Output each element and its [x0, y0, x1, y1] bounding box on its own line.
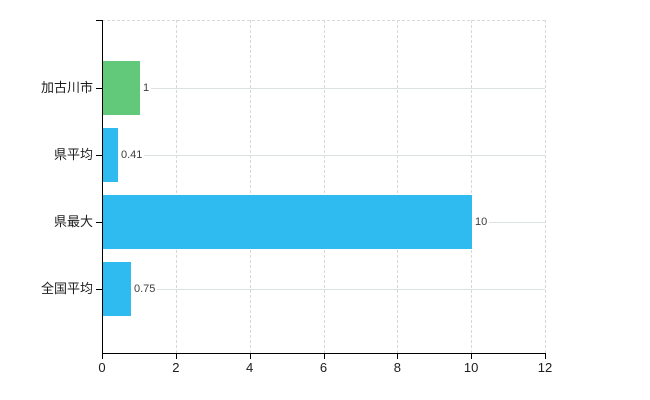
vertical-gridline-6 — [323, 20, 325, 353]
category-label-1: 県平均 — [53, 147, 93, 162]
x-axis-tick-0 — [102, 353, 103, 359]
category-label-0: 加古川市 — [40, 80, 93, 95]
category-gridline-3 — [103, 289, 545, 290]
vertical-gridline-2 — [175, 20, 177, 353]
x-axis-tick-label-2: 2 — [172, 360, 180, 375]
x-axis-tick-label-12: 12 — [537, 360, 553, 375]
bar-1 — [103, 128, 118, 182]
x-axis-tick-12 — [545, 353, 546, 359]
x-axis-tick-4 — [249, 353, 251, 359]
vertical-gridline-4 — [249, 20, 251, 353]
y-axis-tick-0 — [96, 88, 102, 89]
bar-3 — [103, 262, 131, 316]
y-axis-tick-2 — [96, 222, 102, 223]
bar-2 — [103, 195, 472, 249]
category-gridline-0 — [103, 88, 545, 89]
category-label-2: 県最大 — [53, 214, 93, 229]
x-axis-tick-6 — [323, 353, 325, 359]
x-axis-tick-label-6: 6 — [319, 360, 328, 375]
bar-0 — [103, 61, 140, 115]
x-axis-tick-2 — [175, 353, 177, 359]
x-axis-tick-label-0: 0 — [98, 360, 106, 375]
category-gridline-1 — [103, 155, 545, 156]
y-axis-line — [102, 20, 103, 354]
bar-value-label-2: 10 — [472, 215, 490, 229]
y-axis-top-tick — [96, 20, 102, 21]
x-axis-tick-label-4: 4 — [246, 360, 254, 375]
bar-value-label-0: 1 — [140, 81, 152, 95]
category-label-3: 全国平均 — [40, 281, 93, 296]
y-axis-tick-3 — [96, 289, 102, 290]
vertical-gridline-8 — [397, 20, 399, 353]
x-axis-line — [102, 353, 546, 354]
vertical-gridline-12 — [545, 20, 546, 353]
y-axis-tick-1 — [96, 155, 102, 156]
vertical-gridline-10 — [471, 20, 473, 353]
bar-value-label-3: 0.75 — [131, 282, 158, 296]
x-axis-tick-label-10: 10 — [463, 360, 479, 375]
x-axis-tick-10 — [471, 353, 473, 359]
x-axis-tick-8 — [397, 353, 399, 359]
bar-value-label-1: 0.41 — [118, 148, 145, 162]
x-axis-tick-label-8: 8 — [393, 360, 401, 375]
